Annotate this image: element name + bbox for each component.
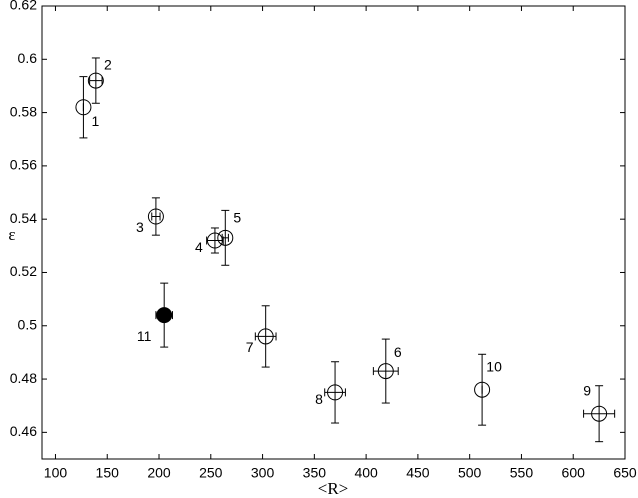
point-label: 6 — [394, 344, 402, 360]
y-tick-label: 0.56 — [10, 157, 37, 173]
x-tick-label: 600 — [562, 465, 586, 481]
point-label: 10 — [486, 358, 502, 374]
x-tick-label: 650 — [613, 465, 637, 481]
x-tick-label: 100 — [44, 465, 68, 481]
x-tick-label: 350 — [303, 465, 327, 481]
point — [327, 384, 344, 401]
x-tick-label: 200 — [147, 465, 171, 481]
point — [87, 72, 104, 89]
y-tick-label: 0.48 — [10, 370, 37, 386]
point — [156, 307, 173, 324]
point — [75, 99, 92, 116]
point-label: 1 — [92, 113, 100, 129]
plot-frame — [41, 5, 626, 460]
point-label: 7 — [246, 339, 254, 355]
point — [474, 381, 491, 398]
y-tick-label: 0.5 — [18, 316, 38, 332]
point-label: 5 — [233, 210, 241, 226]
x-tick-label: 450 — [406, 465, 430, 481]
point-label: 11 — [137, 328, 152, 344]
x-tick-label: 400 — [354, 465, 378, 481]
y-tick-label: 0.6 — [18, 50, 38, 66]
y-tick-label: 0.62 — [10, 0, 37, 13]
point — [257, 328, 274, 345]
point-label: 9 — [583, 382, 591, 398]
x-tick-label: 550 — [510, 465, 534, 481]
y-tick-label: 0.54 — [10, 210, 37, 226]
point — [377, 363, 394, 380]
y-axis-label: ε — [8, 225, 15, 244]
y-tick-label: 0.46 — [10, 423, 37, 439]
point-label: 8 — [315, 391, 323, 407]
point — [591, 405, 608, 422]
point — [217, 229, 234, 246]
x-tick-label: 250 — [199, 465, 223, 481]
x-tick-label: 500 — [458, 465, 482, 481]
y-tick-label: 0.52 — [10, 263, 37, 279]
point-label: 3 — [136, 219, 144, 235]
point — [147, 208, 164, 225]
point-label: 4 — [195, 239, 203, 255]
y-tick-label: 0.58 — [10, 103, 37, 119]
point-label: 2 — [104, 56, 112, 72]
x-tick-label: 300 — [251, 465, 275, 481]
x-axis-label: <R> — [318, 479, 349, 498]
x-tick-label: 150 — [96, 465, 120, 481]
